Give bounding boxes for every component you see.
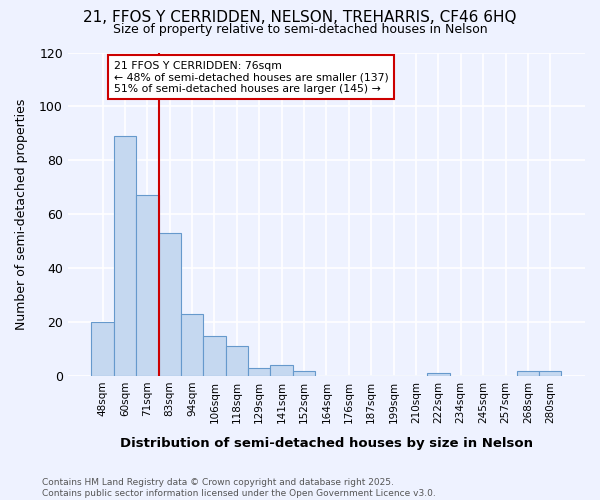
Bar <box>158 233 181 376</box>
Bar <box>539 370 562 376</box>
Bar <box>517 370 539 376</box>
Text: 21, FFOS Y CERRIDDEN, NELSON, TREHARRIS, CF46 6HQ: 21, FFOS Y CERRIDDEN, NELSON, TREHARRIS,… <box>83 10 517 25</box>
X-axis label: Distribution of semi-detached houses by size in Nelson: Distribution of semi-detached houses by … <box>120 437 533 450</box>
Text: Size of property relative to semi-detached houses in Nelson: Size of property relative to semi-detach… <box>113 22 487 36</box>
Bar <box>203 336 226 376</box>
Text: 21 FFOS Y CERRIDDEN: 76sqm
← 48% of semi-detached houses are smaller (137)
51% o: 21 FFOS Y CERRIDDEN: 76sqm ← 48% of semi… <box>114 60 388 94</box>
Bar <box>181 314 203 376</box>
Bar <box>91 322 114 376</box>
Bar <box>248 368 271 376</box>
Text: Contains HM Land Registry data © Crown copyright and database right 2025.
Contai: Contains HM Land Registry data © Crown c… <box>42 478 436 498</box>
Bar <box>293 370 315 376</box>
Bar <box>427 374 449 376</box>
Bar <box>271 366 293 376</box>
Bar <box>114 136 136 376</box>
Y-axis label: Number of semi-detached properties: Number of semi-detached properties <box>15 98 28 330</box>
Bar <box>226 346 248 376</box>
Bar <box>136 196 158 376</box>
